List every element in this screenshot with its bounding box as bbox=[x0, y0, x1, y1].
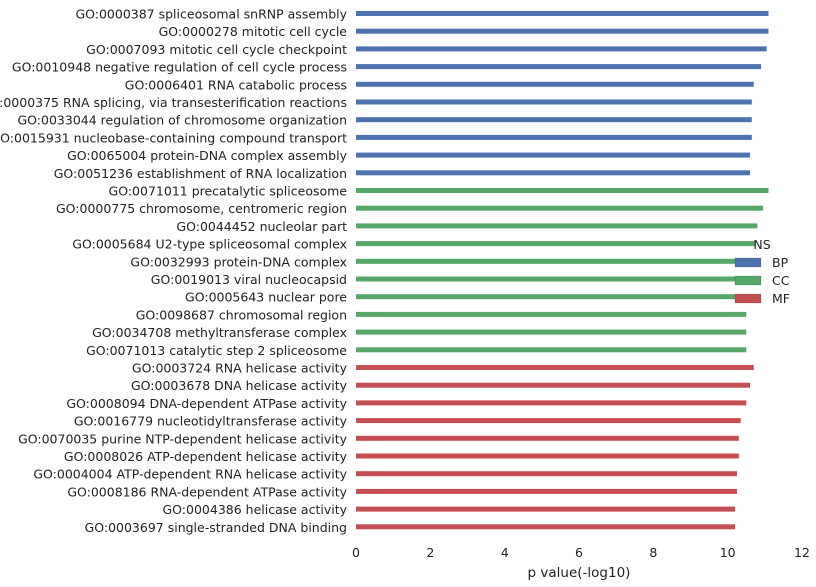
legend-title: NS bbox=[753, 237, 770, 252]
bar-bp-3 bbox=[356, 46, 767, 52]
category-label: GO:0071013 catalytic step 2 spliceosome bbox=[86, 343, 347, 358]
bar-mf-26 bbox=[356, 453, 739, 459]
category-label: GO:0016779 nucleotidyltransferase activi… bbox=[74, 414, 348, 429]
bar-cc-14 bbox=[356, 241, 756, 247]
category-label: GO:0006401 RNA catabolic process bbox=[125, 77, 347, 92]
bar-bp-4 bbox=[356, 64, 762, 70]
bar-mf-22 bbox=[356, 382, 750, 388]
x-tick-label: 6 bbox=[575, 545, 583, 560]
category-label: GO:0007093 mitotic cell cycle checkpoint bbox=[86, 42, 347, 57]
x-tick-label: 0 bbox=[352, 545, 360, 560]
category-label: GO:0004386 helicase activity bbox=[162, 502, 347, 517]
bar-mf-28 bbox=[356, 488, 737, 494]
category-label: GO:0003724 RNA helicase activity bbox=[132, 361, 348, 376]
category-label: GO:0005684 U2-type spliceosomal complex bbox=[72, 237, 347, 252]
bar-cc-17 bbox=[356, 294, 749, 300]
category-label: GO:0000775 chromosome, centromeric regio… bbox=[56, 201, 347, 216]
category-labels-group: GO:0000387 spliceosomal snRNP assembly GO… bbox=[0, 7, 348, 535]
category-label: GO:0070035 purine NTP-dependent helicase… bbox=[18, 431, 348, 446]
x-tick-label: 2 bbox=[426, 545, 434, 560]
bar-cc-11 bbox=[356, 188, 769, 193]
category-label: GO:0010948 negative regulation of cell c… bbox=[12, 60, 347, 75]
bar-cc-12 bbox=[356, 205, 763, 211]
bar-cc-18 bbox=[356, 311, 747, 317]
category-label: GO:0015931 nucleobase-containing compoun… bbox=[0, 130, 347, 145]
category-label: GO:0000278 mitotic cell cycle bbox=[159, 24, 348, 39]
bar-cc-13 bbox=[356, 223, 758, 229]
x-tick-label: 12 bbox=[794, 545, 810, 560]
legend-swatch-bp bbox=[734, 257, 762, 268]
bar-mf-27 bbox=[356, 471, 737, 477]
x-tick-label: 10 bbox=[720, 545, 736, 560]
bars-group bbox=[356, 11, 769, 530]
bar-bp-2 bbox=[356, 28, 769, 34]
category-label: GO:0032993 protein-DNA complex bbox=[130, 254, 347, 269]
bar-mf-24 bbox=[356, 418, 741, 424]
bar-cc-16 bbox=[356, 276, 750, 282]
category-label: GO:0044452 nucleolar part bbox=[176, 219, 347, 234]
bar-bp-10 bbox=[356, 170, 750, 176]
bar-bp-8 bbox=[356, 134, 752, 140]
category-label: GO:0003697 single-stranded DNA binding bbox=[85, 520, 347, 535]
x-tick-label: 8 bbox=[649, 545, 657, 560]
category-label: GO:0034708 methyltransferase complex bbox=[92, 325, 347, 340]
bar-bp-9 bbox=[356, 152, 750, 158]
category-label: GO:0005643 nuclear pore bbox=[185, 290, 347, 305]
category-label: GO:0071011 precatalytic spliceosome bbox=[109, 184, 348, 199]
category-label: GO:0098687 chromosomal region bbox=[136, 307, 347, 322]
category-label: GO:0003678 DNA helicase activity bbox=[131, 378, 348, 393]
category-label: GO:0004004 ATP-dependent RNA helicase ac… bbox=[33, 467, 347, 482]
category-label: GO:0008094 DNA-dependent ATPase activity bbox=[66, 396, 347, 411]
bar-cc-15 bbox=[356, 258, 754, 264]
legend: NS BP CC MF bbox=[734, 237, 790, 306]
x-tick-labels-group: 0 2 4 6 8 10 12 bbox=[352, 545, 810, 560]
bar-mf-23 bbox=[356, 400, 747, 406]
bar-cc-19 bbox=[356, 329, 747, 335]
category-label: GO:0000375 RNA splicing, via transesteri… bbox=[0, 95, 347, 110]
category-label: GO:0065004 protein-DNA complex assembly bbox=[67, 148, 348, 163]
category-label: GO:0019013 viral nucleocapsid bbox=[151, 272, 347, 287]
category-label: GO:0008186 RNA-dependent ATPase activity bbox=[67, 484, 347, 499]
legend-swatch-cc bbox=[734, 275, 762, 286]
category-label: GO:0008026 ATP-dependent helicase activi… bbox=[64, 449, 348, 464]
category-label: GO:0033044 regulation of chromosome orga… bbox=[18, 113, 348, 128]
category-label: GO:0051236 establishment of RNA localiza… bbox=[54, 166, 347, 181]
bar-mf-25 bbox=[356, 435, 739, 441]
category-label: GO:0000387 spliceosomal snRNP assembly bbox=[75, 7, 347, 22]
legend-label-mf: MF bbox=[772, 291, 790, 306]
bar-bp-1 bbox=[356, 11, 769, 16]
bar-mf-21 bbox=[356, 365, 754, 370]
legend-label-cc: CC bbox=[772, 273, 790, 288]
legend-label-bp: BP bbox=[772, 255, 789, 270]
bar-mf-30 bbox=[356, 524, 736, 530]
bar-bp-5 bbox=[356, 81, 754, 87]
bar-cc-20 bbox=[356, 347, 747, 353]
x-axis-label: p value(-log10) bbox=[528, 565, 631, 581]
legend-swatch-mf bbox=[734, 293, 762, 304]
x-tick-label: 4 bbox=[501, 545, 509, 560]
legend-entries: BP CC MF bbox=[734, 255, 790, 306]
bar-mf-29 bbox=[356, 506, 736, 512]
bar-bp-6 bbox=[356, 99, 752, 105]
bar-bp-7 bbox=[356, 117, 752, 123]
